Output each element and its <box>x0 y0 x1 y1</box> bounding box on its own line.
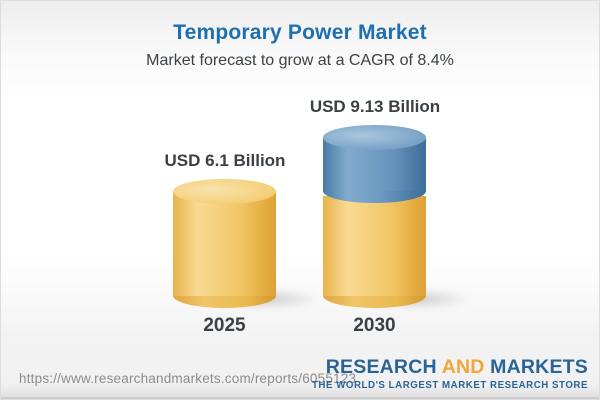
logo-word-and: AND <box>441 356 485 378</box>
page-title: Temporary Power Market <box>173 21 427 44</box>
cylinder-2025-top-ellipse <box>173 179 276 204</box>
cylinder-2025-body <box>173 191 276 296</box>
bar-value-label-2025: USD 6.1 Billion <box>164 151 286 170</box>
chart-subtitle: Market forecast to grow at a CAGR of 8.4… <box>146 52 454 69</box>
logo-word-markets: MARKETS <box>490 356 588 378</box>
category-label-2030: 2030 <box>353 315 396 336</box>
bar-value-label-2030: USD 9.13 Billion <box>309 97 441 116</box>
category-label-2025: 2025 <box>203 315 246 336</box>
report-url: https://www.researchandmarkets.com/repor… <box>19 371 357 386</box>
logo-word-research: RESEARCH <box>325 356 437 378</box>
researchandmarkets-logo: RESEARCH AND MARKETS THE WORLD'S LARGEST… <box>311 356 588 391</box>
cylinder-2030-top-ellipse <box>323 125 426 150</box>
logo-wordmark: RESEARCH AND MARKETS <box>312 356 588 378</box>
logo-tagline: THE WORLD'S LARGEST MARKET RESEARCH STOR… <box>311 379 588 391</box>
bottom-border <box>1 397 599 399</box>
cylinder-2030-yellow-segment <box>323 196 426 296</box>
